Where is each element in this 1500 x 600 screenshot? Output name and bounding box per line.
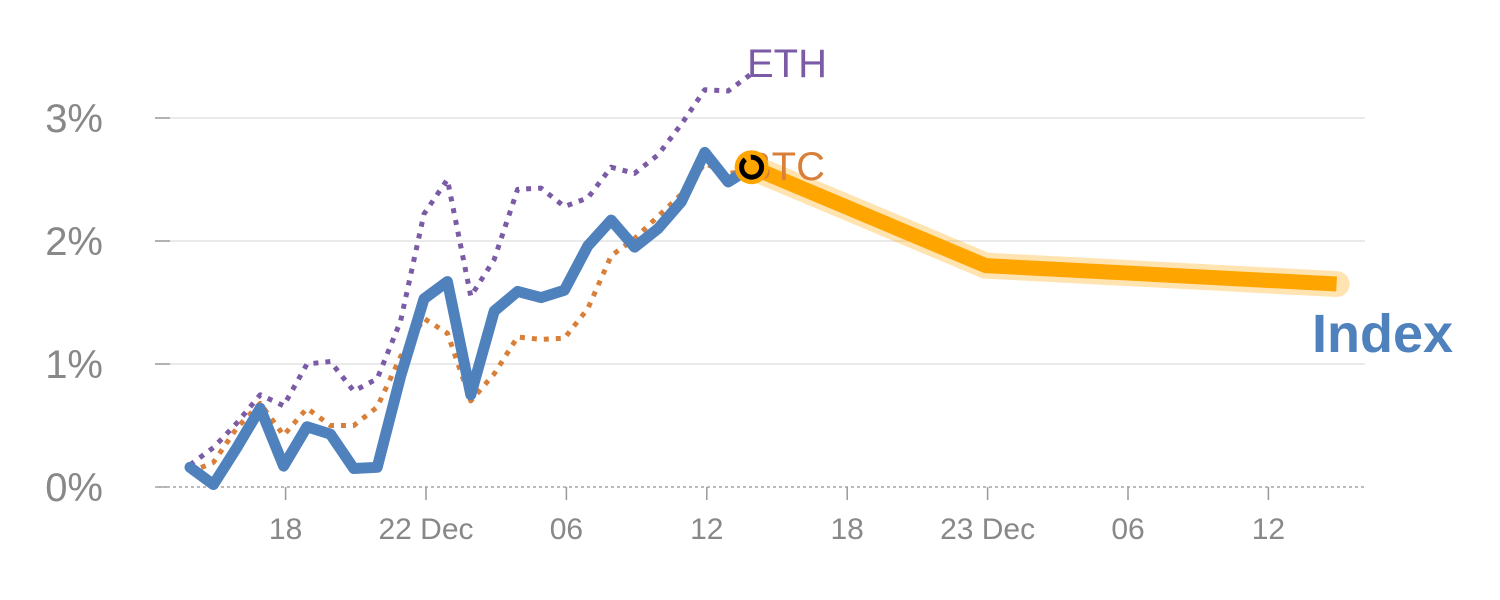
y-tick-label: 1%: [45, 343, 103, 387]
x-tick-label: 12: [1252, 513, 1285, 546]
current-point-ring: [739, 154, 765, 180]
x-tick-label: 18: [269, 513, 302, 546]
index-series-label: Index: [1312, 304, 1453, 364]
y-tick-label: 3%: [45, 97, 103, 141]
projection-line: [748, 160, 1337, 292]
x-tick-label: 22 Dec: [378, 513, 473, 546]
index-line: [184, 146, 758, 491]
btc-line: [189, 161, 752, 475]
x-tick-label: 18: [831, 513, 864, 546]
eth-line: [188, 71, 754, 467]
y-axis-tick-labels: 0% 1% 2% 3%: [45, 97, 103, 510]
x-tick-label: 23 Dec: [940, 513, 1035, 546]
y-tick-label: 0%: [45, 466, 103, 510]
x-tick-label: 06: [1111, 513, 1144, 546]
grid-lines: [155, 117, 1365, 488]
x-tick-label: 06: [550, 513, 583, 546]
x-axis-tick-labels: 18 22 Dec 06 12 18 23 Dec 06 12: [269, 487, 1285, 546]
eth-series-label: ETH: [747, 42, 827, 86]
y-tick-label: 2%: [45, 220, 103, 264]
x-tick-label: 12: [690, 513, 723, 546]
series-lines: [184, 71, 1350, 491]
